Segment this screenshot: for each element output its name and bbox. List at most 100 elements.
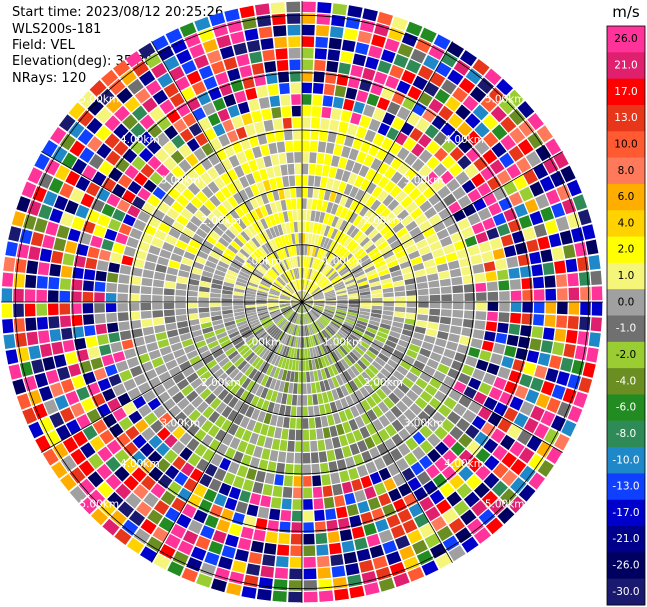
range-gate (521, 313, 533, 325)
range-gate (64, 200, 79, 215)
range-gate (174, 411, 187, 425)
range-gate (362, 8, 378, 22)
range-gate (390, 326, 403, 334)
range-gate (302, 429, 310, 441)
range-gate (80, 497, 97, 515)
range-gate (377, 352, 389, 363)
range-gate (90, 357, 104, 370)
range-gate (426, 418, 440, 432)
range-gate (79, 360, 93, 374)
range-gate (302, 302, 306, 313)
range-gate (287, 210, 293, 222)
range-gate (457, 121, 473, 137)
range-gate (97, 378, 112, 392)
range-gate (475, 282, 487, 292)
range-gate (130, 320, 142, 330)
range-gate (173, 180, 187, 194)
range-gate (435, 553, 453, 569)
range-gate (278, 318, 287, 328)
range-gate (297, 383, 302, 394)
range-gate (514, 385, 529, 400)
range-gate (172, 221, 185, 233)
range-gate (214, 162, 226, 176)
range-gate (431, 178, 445, 192)
range-gate (208, 380, 220, 392)
range-gate (269, 227, 277, 238)
range-gate (308, 163, 316, 175)
range-gate (99, 344, 112, 356)
range-gate (356, 233, 367, 244)
range-gate (304, 279, 308, 291)
range-gate (230, 334, 242, 343)
range-gate (273, 367, 281, 379)
range-gate (282, 117, 292, 129)
range-gate (157, 427, 171, 441)
range-gate (226, 130, 239, 143)
range-gate (220, 172, 232, 185)
range-gate (303, 325, 306, 337)
range-gate (84, 325, 96, 337)
range-gate (148, 435, 163, 449)
range-gate (336, 387, 345, 399)
range-gate (307, 312, 313, 323)
range-gate (318, 318, 327, 328)
range-gate (360, 258, 372, 267)
range-gate (165, 274, 177, 282)
range-gate (265, 255, 275, 266)
range-gate (557, 302, 568, 315)
range-gate (496, 169, 512, 185)
range-gate (537, 236, 551, 250)
range-gate (383, 306, 394, 311)
range-gate (343, 183, 353, 196)
range-gate (346, 368, 357, 379)
range-gate (175, 289, 187, 296)
range-gate (295, 325, 299, 336)
range-gate (239, 176, 250, 188)
range-gate (328, 37, 342, 50)
range-gate (255, 398, 265, 410)
range-gate (234, 387, 245, 399)
range-gate (366, 269, 377, 277)
range-gate (497, 322, 509, 334)
range-gate (303, 556, 316, 568)
range-gate (377, 11, 393, 26)
range-gate (162, 352, 175, 363)
range-gate (225, 380, 237, 392)
range-gate (199, 222, 212, 234)
range-gate (323, 189, 332, 201)
velocity-colorbar: m/s26.021.017.013.010.08.06.04.02.01.00.… (606, 3, 646, 606)
range-gate (102, 177, 117, 192)
range-gate (335, 217, 344, 229)
range-gate (513, 175, 528, 190)
range-gate (244, 304, 256, 308)
range-gate (361, 337, 372, 346)
range-gate (292, 336, 297, 348)
colorbar-segment (607, 447, 645, 474)
range-gate (143, 179, 157, 193)
range-gate (98, 160, 114, 176)
range-gate (45, 430, 61, 447)
range-gate (310, 129, 319, 141)
range-gate (324, 438, 334, 450)
range-gate (392, 204, 405, 216)
range-gate (245, 87, 258, 101)
range-gate (241, 215, 251, 227)
range-gate (302, 372, 307, 383)
range-gate (216, 331, 228, 340)
range-gate (392, 321, 404, 329)
range-gate (341, 325, 352, 333)
range-gate (293, 245, 297, 256)
range-gate (393, 498, 407, 513)
range-gate (432, 411, 446, 425)
range-gate (374, 356, 386, 367)
range-gate (464, 302, 476, 310)
range-gate (311, 382, 317, 394)
range-gate (114, 528, 132, 545)
range-gate (465, 147, 481, 163)
range-gate (500, 434, 516, 451)
range-gate (274, 567, 288, 579)
range-gate (449, 474, 465, 490)
range-gate (381, 282, 393, 289)
range-gate (324, 403, 332, 415)
range-gate (347, 311, 358, 317)
